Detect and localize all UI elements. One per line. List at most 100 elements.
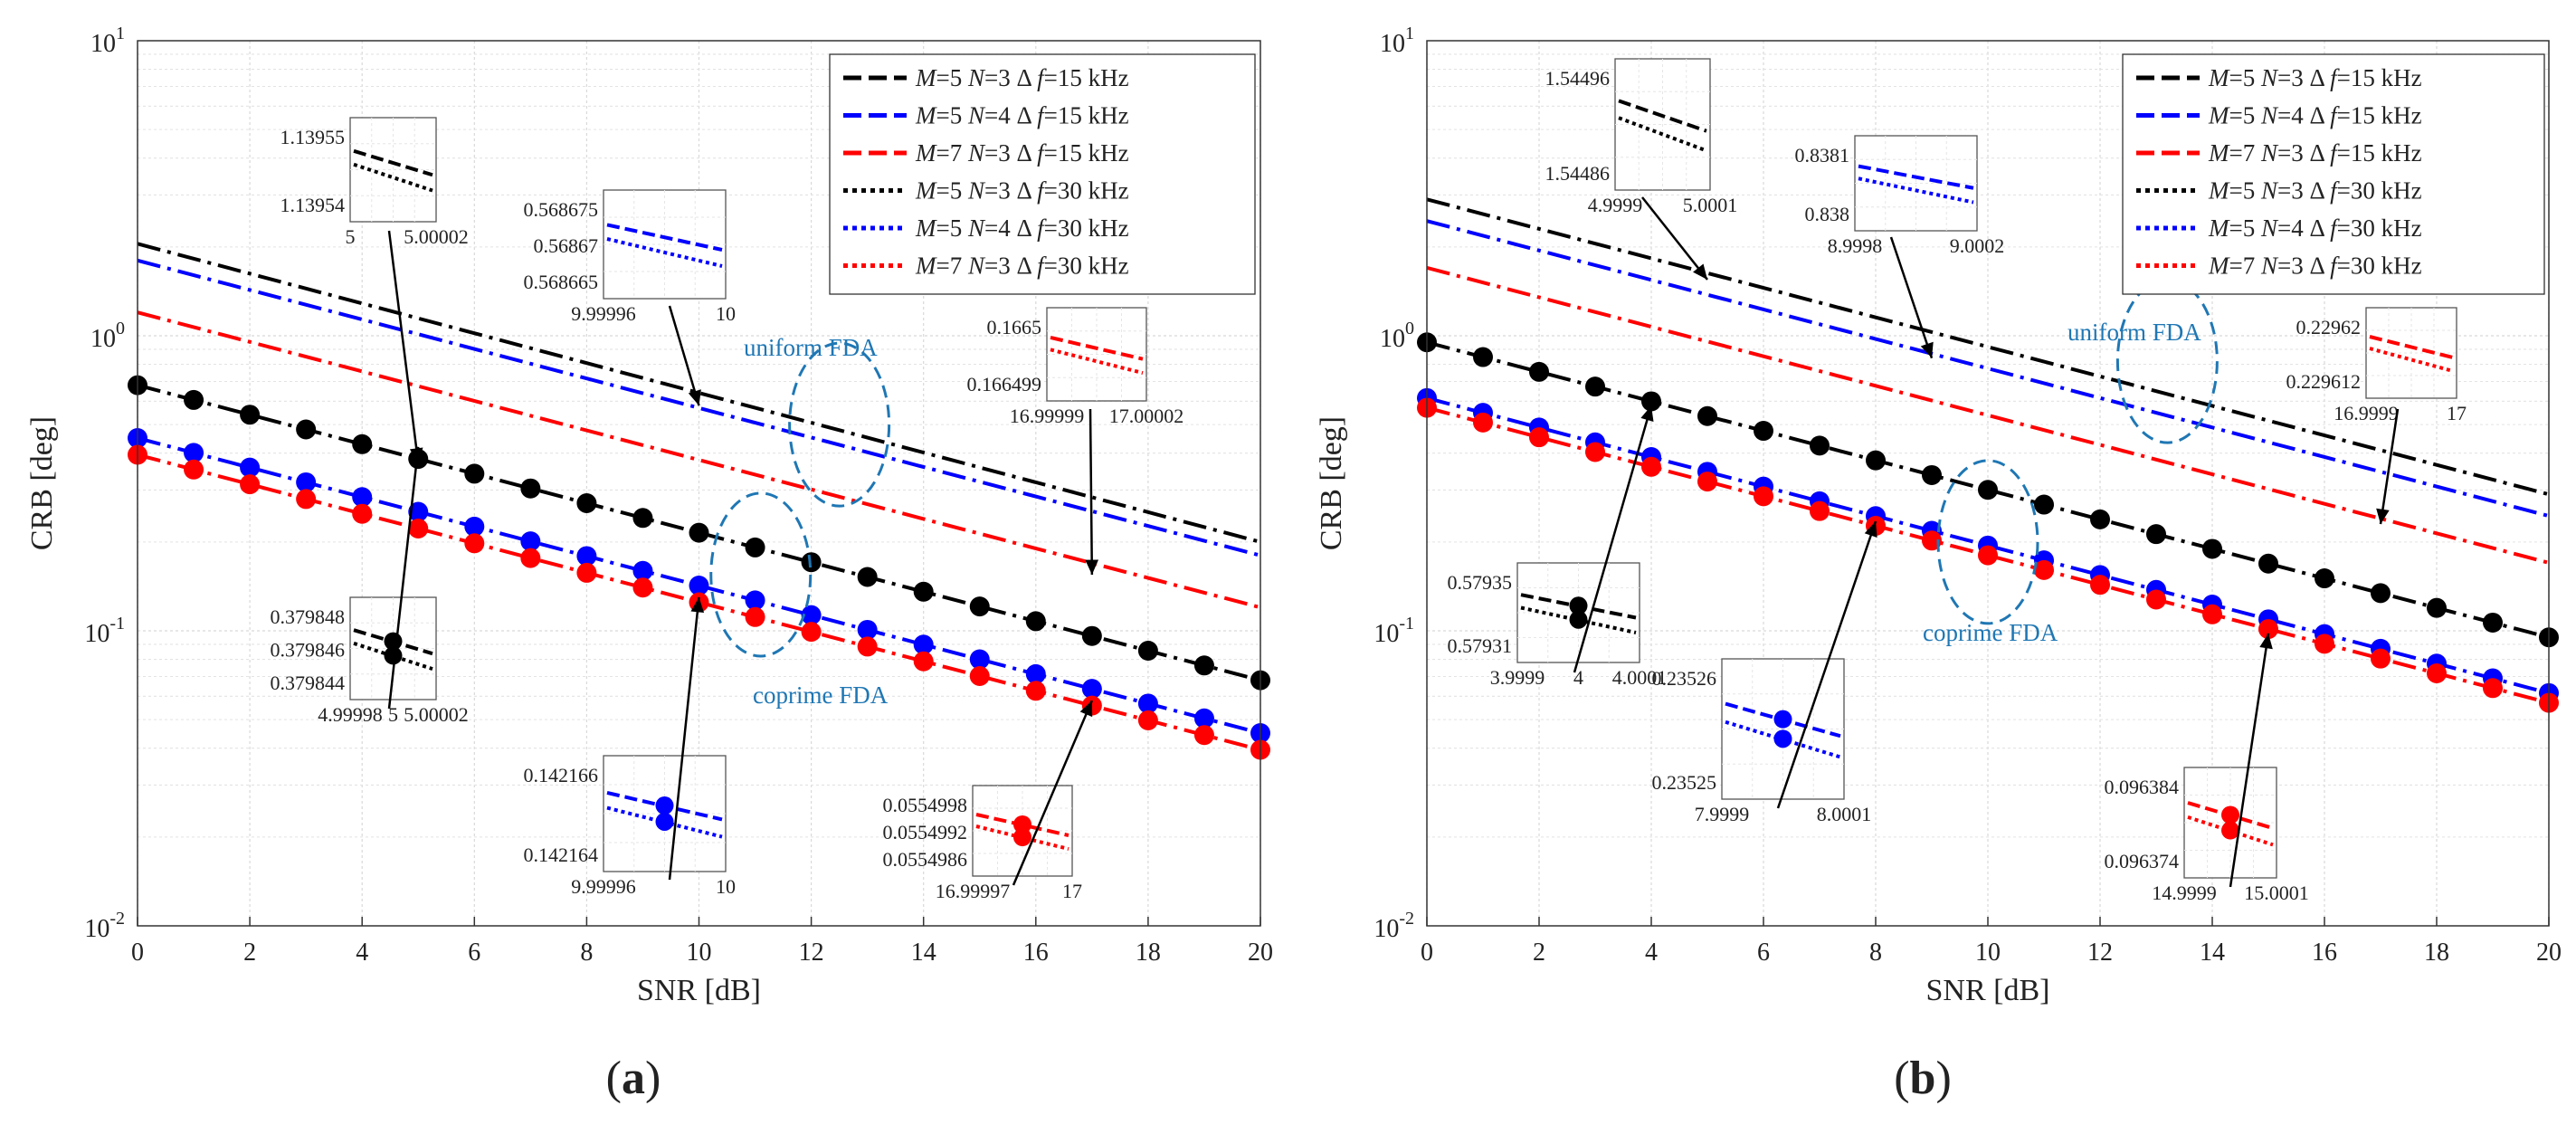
data-point [1025,611,1046,632]
inset-arrow-head [1079,700,1093,718]
inset-y-label: 0.0554986 [883,848,968,871]
data-point [1922,530,1942,551]
legend-label: M=5 N=3 Δ f=15 kHz [915,64,1129,91]
inset-arrow [1088,408,1094,575]
data-point [1081,625,1102,646]
data-point [857,636,878,657]
series-line [137,242,1261,544]
inset-arrow-head [688,389,701,406]
data-point [2483,612,2503,633]
inset-y-label: 0.8381 [1795,144,1850,167]
data-point [1529,361,1549,382]
inset-arrow-head [2376,508,2390,525]
inset-zoom-5: 0.142166 0.142164 9.99996 10 [524,596,736,898]
inset-y-label: 0.1665 [987,316,1042,338]
inset-zoom-2: 0.8381 0.838 8.9998 9.0002 [1795,135,2005,359]
x-axis-label: SNR [dB] [637,974,761,1007]
inset-y-label: 0.096384 [2105,776,2180,798]
x-tick-label: 0 [131,939,144,967]
series-line [137,383,1261,682]
x-tick-label: 16 [1023,939,1049,967]
inset-arrow-head [690,596,705,613]
inset-x-label: 17 [2447,402,2467,424]
inset-arrow-head [1864,521,1877,538]
data-point [2483,678,2503,699]
series-uniform-fda-m=7-n=3 [137,310,1261,610]
inset-y-label: 0.379848 [271,605,346,628]
legend-entry: M=7 N=3 Δ f=30 kHz [843,253,1129,280]
series-line [1426,219,2550,519]
inset-x-label: 8.9998 [1828,234,1883,257]
data-point [1697,405,1717,426]
series-coprime-fda-m=5-n=4 [128,428,1270,744]
data-point [1585,442,1605,462]
y-tick-label: 10-1 [1374,614,1414,648]
data-point [913,581,934,602]
inset-x-label: 16.9999 [2334,402,2399,424]
data-point [2034,494,2054,515]
inset-x-label: 5.00002 [404,703,469,726]
data-point [1922,464,1942,485]
x-tick-label: 6 [1757,939,1770,967]
inset-x-label: 4 [1573,666,1583,689]
inset-x-label: 9.0002 [1950,234,2005,257]
data-point [913,634,934,655]
series-uniform-fda-m=5-n=3 [1426,197,2550,497]
data-point [969,596,990,617]
y-tick-text: 101 [90,24,125,58]
y-tick-text: 10-1 [1374,614,1414,648]
legend-entry: M=5 N=4 Δ f=15 kHz [843,102,1129,129]
inset-y-label: 0.23526 [1652,667,1717,690]
inset-y-label: 0.23525 [1652,771,1717,794]
data-point [408,519,429,539]
data-point [520,548,541,568]
inset-y-label: 0.838 [1805,203,1850,225]
uniform-fda-label: uniform FDA [2067,319,2201,346]
inset-x-label: 4.0001 [1612,666,1668,689]
data-point [1137,693,1158,714]
data-point [745,537,765,557]
inset-y-label: 0.57935 [1448,571,1513,594]
series-coprime-fda-m=5-n=3 [1417,332,2559,648]
data-point [520,478,541,499]
x-tick-label: 8 [580,939,593,967]
data-point [1529,427,1549,448]
inset-dashed-line [353,148,433,177]
x-tick-label: 16 [2312,939,2337,967]
data-point [1585,376,1605,397]
legend-entry: M=5 N=3 Δ f=30 kHz [2136,177,2422,205]
data-point [2315,634,2334,654]
series-uniform-fda-m=5-n=4 [137,258,1261,557]
y-tick-text: 101 [1380,24,1414,58]
inset-y-label: 0.379846 [271,639,346,662]
data-point [2427,662,2447,683]
x-tick-label: 20 [1248,939,1273,967]
legend-label: M=7 N=3 Δ f=30 kHz [915,253,1129,280]
legend-label: M=7 N=3 Δ f=15 kHz [2208,139,2422,167]
data-point [2315,568,2334,589]
y-tick-text: 100 [90,319,125,353]
legend: M=5 N=3 Δ f=15 kHz M=5 N=4 Δ f=15 kHz M=7 … [829,53,1256,295]
inset-dot-30khz [655,812,674,831]
data-point [1810,500,1830,521]
uniform-fda-label: uniform FDA [744,334,878,361]
y-tick-text: 10-2 [1374,909,1414,943]
legend-label: M=5 N=3 Δ f=30 kHz [2208,177,2422,205]
legend-entry: M=5 N=3 Δ f=15 kHz [843,64,1129,91]
data-point [240,405,261,425]
inset-x-label: 5.0001 [1683,194,1738,216]
inset-arrow [387,446,420,710]
legend-entry: M=7 N=3 Δ f=15 kHz [843,139,1129,167]
data-point [240,474,261,495]
x-tick-label: 12 [799,939,824,967]
inset-dot-15khz [1013,815,1031,834]
inset-x-label: 7.9999 [1695,803,1750,825]
inset-y-label: 0.568665 [524,271,599,293]
inset-x-label: 3.9999 [1490,666,1545,689]
inset-arrow-head [1693,263,1707,280]
x-tick-label: 18 [1136,939,1161,967]
data-point [2427,597,2447,618]
data-point [1978,480,1998,500]
